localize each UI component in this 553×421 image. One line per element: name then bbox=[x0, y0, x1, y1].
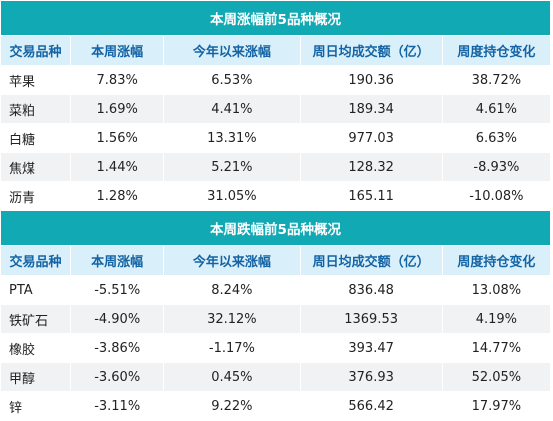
ytd-change-cell: 5.21% bbox=[163, 152, 301, 182]
variety-cell: 橡胶 bbox=[0, 333, 72, 363]
oi-change-cell: 38.72% bbox=[441, 65, 552, 95]
oi-change-cell: 52.05% bbox=[441, 362, 552, 392]
gainers-title: 本周涨幅前5品种概况 bbox=[0, 0, 551, 36]
variety-cell: 甲醇 bbox=[0, 362, 72, 392]
avg-turnover-cell: 977.03 bbox=[299, 123, 443, 153]
variety-cell: 焦煤 bbox=[0, 152, 72, 182]
col-header-oi-change: 周度持仓变化 bbox=[441, 35, 552, 66]
oi-change-cell: 17.97% bbox=[441, 391, 552, 421]
variety-cell: 铁矿石 bbox=[0, 304, 72, 334]
ytd-change-cell: 13.31% bbox=[163, 123, 301, 153]
col-header-ytd-change: 今年以来涨幅 bbox=[163, 35, 301, 66]
table-row: PTA -5.51% 8.24% 836.48 13.08% bbox=[0, 275, 552, 305]
losers-title: 本周跌幅前5品种概况 bbox=[0, 210, 551, 246]
table-row: 焦煤 1.44% 5.21% 128.32 -8.93% bbox=[0, 152, 552, 182]
col-header-variety: 交易品种 bbox=[0, 35, 72, 66]
ytd-change-cell: 4.41% bbox=[163, 94, 301, 124]
gainers-section: 本周涨幅前5品种概况 交易品种 本周涨幅 今年以来涨幅 周日均成交额（亿） 周度… bbox=[0, 0, 552, 211]
col-header-ytd-change: 今年以来涨幅 bbox=[163, 245, 301, 276]
table-row: 橡胶 -3.86% -1.17% 393.47 14.77% bbox=[0, 333, 552, 363]
ytd-change-cell: 8.24% bbox=[163, 275, 301, 305]
weekly-change-cell: 7.83% bbox=[70, 65, 165, 95]
col-header-weekly-change: 本周涨幅 bbox=[70, 245, 165, 276]
oi-change-cell: 4.19% bbox=[441, 304, 552, 334]
oi-change-cell: 13.08% bbox=[441, 275, 552, 305]
variety-cell: 锌 bbox=[0, 391, 72, 421]
col-header-weekly-change: 本周涨幅 bbox=[70, 35, 165, 66]
oi-change-cell: 14.77% bbox=[441, 333, 552, 363]
weekly-change-cell: 1.28% bbox=[70, 181, 165, 211]
avg-turnover-cell: 566.42 bbox=[299, 391, 443, 421]
table-row: 白糖 1.56% 13.31% 977.03 6.63% bbox=[0, 123, 552, 153]
table-row: 铁矿石 -4.90% 32.12% 1369.53 4.19% bbox=[0, 304, 552, 334]
table-row: 菜粕 1.69% 4.41% 189.34 4.61% bbox=[0, 94, 552, 124]
oi-change-cell: 4.61% bbox=[441, 94, 552, 124]
table-row: 苹果 7.83% 6.53% 190.36 38.72% bbox=[0, 65, 552, 95]
ytd-change-cell: -1.17% bbox=[163, 333, 301, 363]
variety-cell: 苹果 bbox=[0, 65, 72, 95]
avg-turnover-cell: 128.32 bbox=[299, 152, 443, 182]
table-row: 甲醇 -3.60% 0.45% 376.93 52.05% bbox=[0, 362, 552, 392]
col-header-variety: 交易品种 bbox=[0, 245, 72, 276]
oi-change-cell: 6.63% bbox=[441, 123, 552, 153]
table-row: 锌 -3.11% 9.22% 566.42 17.97% bbox=[0, 391, 552, 421]
col-header-oi-change: 周度持仓变化 bbox=[441, 245, 552, 276]
avg-turnover-cell: 165.11 bbox=[299, 181, 443, 211]
variety-cell: 菜粕 bbox=[0, 94, 72, 124]
weekly-change-cell: 1.56% bbox=[70, 123, 165, 153]
avg-turnover-cell: 376.93 bbox=[299, 362, 443, 392]
losers-title-row: 本周跌幅前5品种概况 bbox=[0, 210, 551, 246]
ytd-change-cell: 6.53% bbox=[163, 65, 301, 95]
ytd-change-cell: 31.05% bbox=[163, 181, 301, 211]
gainers-title-row: 本周涨幅前5品种概况 bbox=[0, 0, 551, 36]
ytd-change-cell: 0.45% bbox=[163, 362, 301, 392]
variety-cell: 沥青 bbox=[0, 181, 72, 211]
weekly-change-cell: -5.51% bbox=[70, 275, 165, 305]
weekly-change-cell: -4.90% bbox=[70, 304, 165, 334]
gainers-header-row: 交易品种 本周涨幅 今年以来涨幅 周日均成交额（亿） 周度持仓变化 bbox=[0, 35, 552, 66]
avg-turnover-cell: 1369.53 bbox=[299, 304, 443, 334]
avg-turnover-cell: 189.34 bbox=[299, 94, 443, 124]
col-header-avg-turnover: 周日均成交额（亿） bbox=[299, 245, 443, 276]
variety-cell: 白糖 bbox=[0, 123, 72, 153]
weekly-change-cell: -3.60% bbox=[70, 362, 165, 392]
avg-turnover-cell: 190.36 bbox=[299, 65, 443, 95]
variety-cell: PTA bbox=[0, 275, 72, 305]
losers-section: 本周跌幅前5品种概况 交易品种 本周涨幅 今年以来涨幅 周日均成交额（亿） 周度… bbox=[0, 210, 552, 421]
weekly-change-cell: -3.11% bbox=[70, 391, 165, 421]
oi-change-cell: -10.08% bbox=[441, 181, 552, 211]
col-header-avg-turnover: 周日均成交额（亿） bbox=[299, 35, 443, 66]
ytd-change-cell: 9.22% bbox=[163, 391, 301, 421]
weekly-change-cell: -3.86% bbox=[70, 333, 165, 363]
weekly-change-cell: 1.69% bbox=[70, 94, 165, 124]
weekly-change-cell: 1.44% bbox=[70, 152, 165, 182]
table-row: 沥青 1.28% 31.05% 165.11 -10.08% bbox=[0, 181, 552, 211]
ytd-change-cell: 32.12% bbox=[163, 304, 301, 334]
oi-change-cell: -8.93% bbox=[441, 152, 552, 182]
avg-turnover-cell: 393.47 bbox=[299, 333, 443, 363]
avg-turnover-cell: 836.48 bbox=[299, 275, 443, 305]
losers-header-row: 交易品种 本周涨幅 今年以来涨幅 周日均成交额（亿） 周度持仓变化 bbox=[0, 245, 552, 276]
